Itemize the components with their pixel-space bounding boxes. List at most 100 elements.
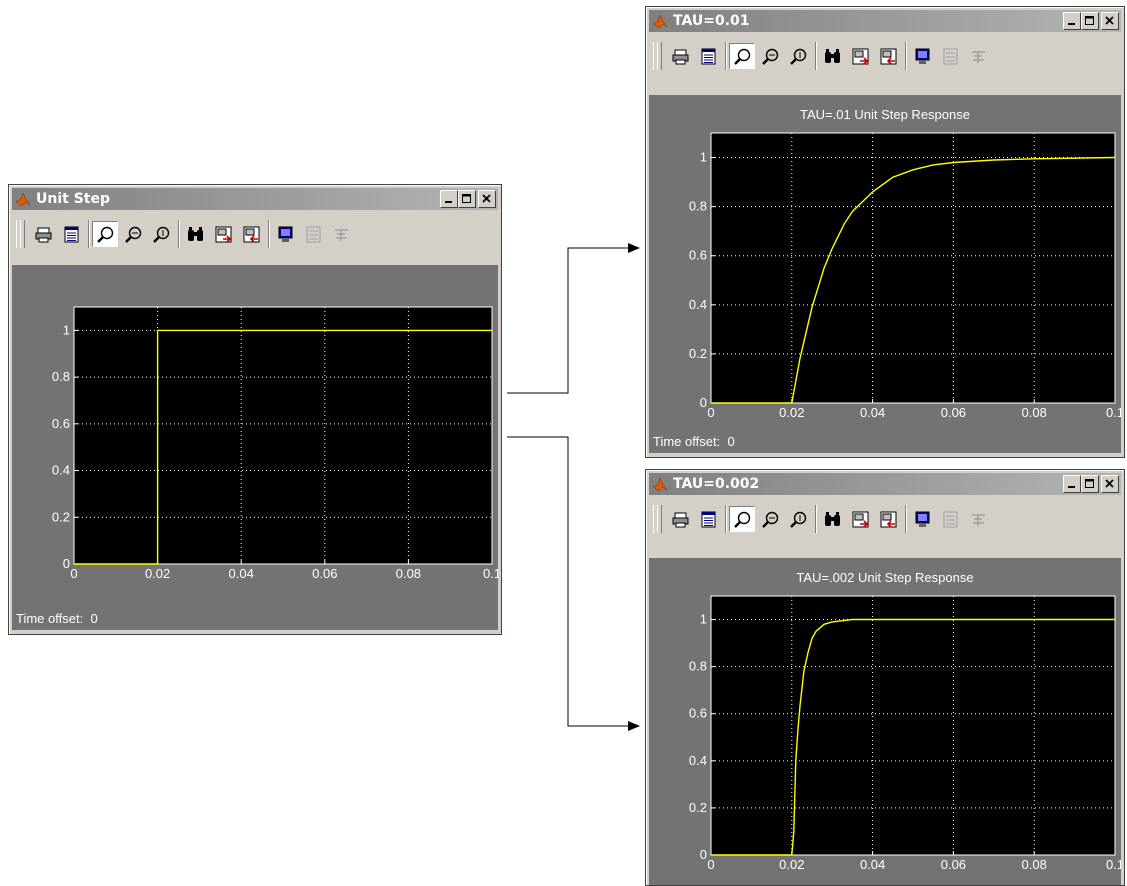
restore-axes-button[interactable] [875, 43, 901, 69]
scope-client-area: 0 0.02 0.04 0.06 0.08 0.1 0 0.2 0.4 0.6 0.8 1 TAU=.… [649, 558, 1121, 885]
minimize-button[interactable] [1063, 12, 1081, 30]
x-tick-label: 0 [707, 857, 714, 872]
scope-window-tau-01[interactable]: TAU=0.01 0 0.02 0.04 0.06 0.08 0.1 0 0.2 0.4 0.6 0… [645, 6, 1125, 458]
x-tick-label: 0 [70, 566, 77, 581]
print-button[interactable] [667, 506, 693, 532]
zoom-y-icon [789, 48, 806, 65]
scope-window-tau-002[interactable]: TAU=0.002 0 0.02 0.04 0.06 0.08 0.1 0 0.2 0.4 0.6… [645, 469, 1125, 886]
save-axes-button[interactable] [847, 43, 873, 69]
zoom-button[interactable] [92, 221, 118, 247]
matlab-logo-icon [652, 477, 668, 492]
close-button[interactable] [1101, 475, 1119, 493]
plot-axes-frame [73, 306, 493, 565]
toolbar-separator [88, 220, 90, 248]
x-tick-label: 0.1 [1106, 405, 1121, 420]
signal-selection-button[interactable] [937, 43, 963, 69]
title-bar[interactable]: TAU=0.002 [649, 473, 1121, 495]
y-tick-label: 1 [63, 322, 70, 337]
x-tick-label: 0.02 [779, 405, 804, 420]
y-tick-label: 0.8 [689, 199, 707, 214]
restore-axes-icon [880, 511, 896, 528]
x-tick-label: 0.08 [396, 566, 421, 581]
x-tick-label: 0.06 [941, 405, 966, 420]
toolbar-separator [725, 42, 727, 70]
restore-axes-button[interactable] [875, 506, 901, 532]
matlab-logo-icon [15, 192, 31, 207]
print-icon [35, 227, 51, 242]
autoscale-button[interactable] [819, 43, 845, 69]
save-axes-button[interactable] [847, 506, 873, 532]
print-button[interactable] [30, 221, 56, 247]
plot-axes-background [711, 596, 1115, 855]
zoom-y-button[interactable] [785, 43, 811, 69]
scope-toolbar [649, 36, 1121, 76]
x-tick-label: 0 [707, 405, 714, 420]
zoom-x-button[interactable] [120, 221, 146, 247]
parameters-button[interactable] [58, 221, 84, 247]
signal-selection-icon [943, 511, 957, 527]
y-tick-label: 0 [700, 395, 707, 410]
time-offset-value: 0 [90, 611, 98, 626]
floating-scope-button[interactable] [909, 43, 935, 69]
zoom-y-icon [789, 511, 806, 528]
zoom-y-button[interactable] [785, 506, 811, 532]
floating-scope-button[interactable] [272, 221, 298, 247]
autoscale-button[interactable] [182, 221, 208, 247]
connector-line-bottom [507, 436, 628, 727]
y-tick-label: 0.4 [689, 297, 707, 312]
toolbar-grip[interactable] [657, 42, 662, 70]
toolbar-separator [725, 505, 727, 533]
lock-axes-icon [971, 50, 985, 63]
zoom-button[interactable] [729, 506, 755, 532]
print-icon [672, 512, 688, 527]
scope-window-unit-step[interactable]: Unit Step 0 0.02 0.04 0.06 0.08 0.1 0 0.2 0.4 0.6… [8, 184, 502, 635]
zoom-y-button[interactable] [148, 221, 174, 247]
restore-axes-icon [880, 48, 896, 65]
close-button[interactable] [1101, 12, 1119, 30]
x-tick-label: 0.1 [483, 566, 498, 581]
signal-selection-button[interactable] [937, 506, 963, 532]
parameters-button[interactable] [695, 506, 721, 532]
y-tick-label: 0.4 [689, 753, 707, 768]
maximize-button[interactable] [458, 190, 476, 208]
x-tick-label: 0.02 [145, 566, 170, 581]
floating-scope-button[interactable] [909, 506, 935, 532]
scope-client-area: 0 0.02 0.04 0.06 0.08 0.1 0 0.2 0.4 0.6 0.8 1 TAU=.… [649, 95, 1121, 453]
signal-selection-button[interactable] [300, 221, 326, 247]
zoom-x-button[interactable] [757, 43, 783, 69]
lock-axes-button[interactable] [328, 221, 354, 247]
y-tick-label: 0.8 [689, 659, 707, 674]
lock-axes-button[interactable] [965, 506, 991, 532]
parameters-button[interactable] [695, 43, 721, 69]
window-title: Unit Step [36, 191, 110, 207]
print-button[interactable] [667, 43, 693, 69]
floating-scope-icon [278, 226, 292, 242]
lock-axes-button[interactable] [965, 43, 991, 69]
maximize-button[interactable] [1081, 475, 1099, 493]
y-tick-label: 0.6 [689, 248, 707, 263]
parameters-icon [64, 226, 78, 242]
x-tick-label: 0.04 [860, 405, 885, 420]
save-axes-button[interactable] [210, 221, 236, 247]
x-tick-label: 0.08 [1022, 857, 1047, 872]
minimize-button[interactable] [1063, 475, 1081, 493]
arrowhead-bottom-icon [628, 721, 640, 731]
zoom-x-button[interactable] [757, 506, 783, 532]
x-tick-label: 0.06 [941, 857, 966, 872]
maximize-button[interactable] [1081, 12, 1099, 30]
restore-axes-icon [243, 226, 259, 243]
plot-axes-background [74, 307, 492, 564]
autoscale-button[interactable] [819, 506, 845, 532]
plot-title: TAU=.01 Unit Step Response [800, 107, 970, 122]
close-button[interactable] [478, 190, 496, 208]
title-bar[interactable]: TAU=0.01 [649, 10, 1121, 32]
minimize-button[interactable] [440, 190, 458, 208]
toolbar-grip[interactable] [657, 505, 662, 533]
y-tick-label: 1 [700, 612, 707, 627]
x-tick-label: 0.08 [1022, 405, 1047, 420]
title-bar[interactable]: Unit Step [12, 188, 498, 210]
zoom-button[interactable] [729, 43, 755, 69]
restore-axes-button[interactable] [238, 221, 264, 247]
toolbar-grip[interactable] [20, 220, 25, 248]
zoom-y-icon [152, 226, 169, 243]
